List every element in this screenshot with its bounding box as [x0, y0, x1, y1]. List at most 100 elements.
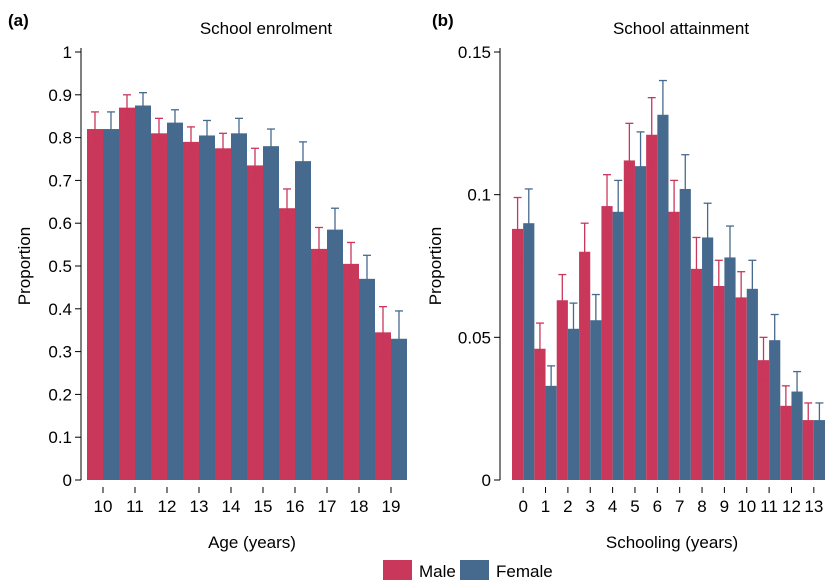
- panel-b-bar-male-4: [601, 206, 613, 480]
- panel-b-errorbar-female-7: [681, 154, 690, 221]
- panel-a-x-tick-label-10: 10: [94, 497, 113, 516]
- panel-a-x-tick-label-11: 11: [126, 497, 144, 516]
- panel-a-errorbar-male-10: [91, 111, 99, 147]
- panel-b-errorbar-female-11: [770, 313, 779, 361]
- panel-b-bar-female-7: [679, 188, 691, 480]
- panel-b-bar-female-1: [545, 385, 557, 480]
- panel-a-x-tick-label-17: 17: [318, 497, 337, 516]
- panel-a-title: School enrolment: [200, 19, 333, 38]
- panel-a-errorbar-female-12: [171, 109, 179, 139]
- panel-a-bar-male-15: [247, 165, 263, 481]
- panel-b-bar-female-13: [813, 420, 825, 480]
- panel-b-bar-male-9: [713, 285, 725, 480]
- panel-a-bar-female-18: [359, 278, 375, 480]
- panel-b-errorbar-male-5: [625, 122, 634, 193]
- panel-b-y-tick-label-0.1: 0.1: [467, 186, 491, 205]
- panel-a-errorbar-female-11: [139, 92, 147, 122]
- panel-b-errorbar-female-5: [636, 131, 645, 202]
- panel-a-y-tick-label-0.4: 0.4: [48, 300, 72, 319]
- panel-b-x-tick-label-4: 4: [608, 497, 617, 516]
- panel-a-bar-female-17: [327, 229, 343, 480]
- panel-b-y-tick-label-0: 0: [482, 471, 491, 490]
- legend-label-male: Male: [419, 562, 456, 581]
- panel-b-errorbar-male-9: [714, 259, 723, 310]
- panel-a-x-tick-label-12: 12: [158, 497, 177, 516]
- panel-b-y-tick-label-0.15: 0.15: [458, 43, 491, 62]
- legend-swatch-male: [383, 560, 412, 580]
- panel-a-y-tick-label-0.5: 0.5: [48, 257, 72, 276]
- panel-a-errorbar-female-13: [203, 119, 211, 152]
- panel-a-bar-female-15: [263, 146, 279, 480]
- panel-b-bar-female-11: [769, 340, 781, 480]
- legend-swatch-female: [460, 560, 489, 580]
- panel-b-errorbar-female-9: [725, 225, 734, 284]
- panel-b-bar-female-2: [567, 328, 580, 480]
- panel-a-bar-female-13: [199, 135, 215, 480]
- panel-b-bar-male-3: [579, 251, 591, 480]
- panel-a-y-tick-label-0.3: 0.3: [48, 343, 72, 362]
- panel-a-errorbar-female-17: [331, 207, 339, 252]
- panel-a-errorbar-male-11: [123, 94, 131, 124]
- panel-b-x-tick-label-9: 9: [720, 497, 729, 516]
- panel-b-bar-male-7: [668, 211, 680, 480]
- panel-b-errorbar-male-4: [603, 174, 612, 236]
- panel-b-y-axis-title: Proportion: [426, 227, 445, 305]
- panel-b-bar-male-2: [556, 300, 568, 480]
- panel-b-x-tick-label-6: 6: [653, 497, 662, 516]
- panel-a-errorbar-female-14: [235, 117, 243, 149]
- panel-b-title: School attainment: [613, 19, 749, 38]
- panel-b-bar-female-10: [746, 288, 758, 480]
- panel-b-bar-male-10: [735, 297, 747, 480]
- panel-a-bar-male-14: [215, 148, 231, 481]
- panel-a-letter: (a): [8, 11, 29, 30]
- panel-a-y-tick-label-0: 0: [63, 471, 72, 490]
- panel-a-errorbar-female-18: [363, 254, 371, 304]
- panel-a-plot: 10 11 12 13 14 15 16 17 18 19 0 0.1 0.2 0.3 0.4 0.5 0.6 0…: [48, 43, 407, 516]
- panel-a-bar-female-11: [135, 105, 151, 480]
- panel-a-errorbar-male-12: [155, 117, 163, 149]
- panel-a-errorbar-female-10: [107, 111, 115, 149]
- panel-a-errorbar-male-18: [347, 241, 355, 286]
- panel-a-y-tick-label-0.2: 0.2: [48, 385, 72, 404]
- panel-b-errorbar-male-13: [804, 402, 813, 435]
- panel-b-x-tick-label-2: 2: [563, 497, 572, 516]
- panel-b-x-tick-label-0: 0: [518, 497, 527, 516]
- panel-a-bar-female-14: [231, 133, 247, 480]
- panel-b-bar-male-5: [623, 160, 635, 480]
- panel-a-x-tick-label-13: 13: [190, 497, 209, 516]
- panel-a-errorbar-female-15: [267, 128, 275, 164]
- panel-a-y-tick-label-0.7: 0.7: [48, 171, 72, 190]
- panel-b-errorbar-female-3: [591, 293, 600, 344]
- panel-a-bar-female-16: [295, 161, 311, 480]
- panel-a-bar-male-10: [87, 129, 103, 481]
- panel-b-errorbar-male-12: [781, 385, 790, 424]
- panel-b-errorbar-female-12: [793, 370, 802, 410]
- panel-b-y-tick-label-0.05: 0.05: [458, 328, 491, 347]
- panel-a-errorbar-female-19: [395, 310, 403, 368]
- panel-a-y-tick-label-0.8: 0.8: [48, 129, 72, 148]
- panel-a-bar-male-11: [119, 107, 135, 480]
- panel-b-bar-male-8: [690, 268, 703, 480]
- panel-b-x-tick-label-5: 5: [630, 497, 639, 516]
- panel-b-bar-male-1: [534, 348, 546, 480]
- panel-b-bar-female-9: [724, 257, 736, 480]
- panel-a-y-tick-label-0.9: 0.9: [48, 86, 72, 105]
- panel-a-x-tick-label-19: 19: [382, 497, 401, 516]
- panel-a-bar-male-18: [343, 263, 359, 480]
- panel-b-x-tick-label-12: 12: [782, 497, 801, 516]
- panel-a-y-tick-label-0.6: 0.6: [48, 214, 72, 233]
- panel-b-x-tick-label-10: 10: [737, 497, 756, 516]
- panel-b-bar-female-12: [791, 391, 803, 480]
- panel-a-bar-male-17: [311, 248, 327, 480]
- panel-b-errorbar-male-7: [670, 179, 679, 241]
- panel-b-bar-male-12: [780, 405, 792, 480]
- panel-b-errorbar-male-6: [647, 97, 656, 167]
- panel-b-bar-female-0: [523, 223, 535, 480]
- panel-a-errorbar-male-19: [379, 306, 387, 359]
- panel-b-x-tick-label-8: 8: [697, 497, 706, 516]
- panel-b-errorbar-male-2: [558, 273, 567, 324]
- panel-a-bar-female-12: [167, 122, 183, 481]
- panel-b-bar-male-13: [802, 420, 814, 480]
